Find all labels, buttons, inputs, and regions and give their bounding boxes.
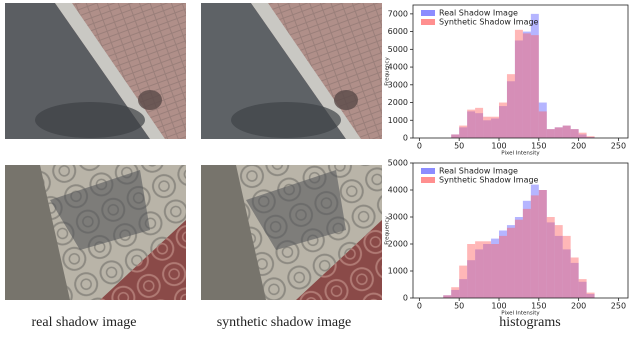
- caption: real shadow image: [32, 315, 137, 330]
- histogram-bar: [555, 127, 563, 138]
- y-tick-label: 0: [403, 134, 408, 143]
- y-axis-label: Frequency: [385, 216, 391, 245]
- histogram-bar: [467, 244, 475, 298]
- histogram-bar: [483, 117, 491, 138]
- histogram-bar: [523, 209, 531, 298]
- x-tick-label: 50: [454, 142, 464, 151]
- histogram-bar: [467, 110, 475, 138]
- histogram-bar: [523, 33, 531, 138]
- histogram-bar: [443, 295, 451, 298]
- y-axis-label: Frequency: [385, 57, 391, 86]
- x-tick-label: 50: [454, 302, 464, 311]
- histogram-bar: [547, 129, 555, 138]
- histogram-bar: [451, 287, 459, 298]
- y-tick-label: 4000: [388, 186, 408, 195]
- photo-synthetic-bottom: [201, 165, 382, 300]
- y-tick-label: 1000: [388, 116, 408, 125]
- histogram-bar: [515, 220, 523, 298]
- histogram-bar: [475, 241, 483, 298]
- histogram-bar: [483, 241, 491, 298]
- y-tick-label: 0: [403, 294, 408, 303]
- histogram-bar: [507, 228, 515, 298]
- x-tick-label: 150: [531, 302, 546, 311]
- histogram-bar: [579, 133, 587, 138]
- legend-swatch: [421, 10, 435, 16]
- histogram-bar: [539, 111, 547, 138]
- histogram-bar: [459, 126, 467, 138]
- histogram-bar: [579, 279, 587, 298]
- histogram-bar: [563, 236, 571, 298]
- legend-label: Synthetic Shadow Image: [439, 176, 539, 185]
- histogram-bar: [547, 217, 555, 298]
- y-tick-label: 2000: [388, 98, 408, 107]
- photo-real-top: [5, 3, 186, 139]
- histogram-bar: [499, 236, 507, 298]
- legend-label: Real Shadow Image: [439, 9, 518, 18]
- histogram-bar: [507, 74, 515, 138]
- histogram-bar: [531, 35, 539, 138]
- y-tick-label: 5000: [388, 45, 408, 54]
- histogram-bar: [491, 244, 499, 298]
- photo-real-bottom: [5, 165, 186, 300]
- legend-swatch: [421, 177, 435, 183]
- histogram-bar: [475, 108, 483, 138]
- histogram-bar: [587, 293, 595, 298]
- x-tick-label: 100: [491, 142, 506, 151]
- caption: synthetic shadow image: [217, 315, 352, 330]
- x-tick-label: 250: [611, 142, 626, 151]
- y-tick-label: 3000: [388, 213, 408, 222]
- x-axis-label: Pixel Intensity: [501, 311, 540, 317]
- histogram-bar: [571, 129, 579, 138]
- y-tick-label: 2000: [388, 240, 408, 249]
- x-tick-label: 200: [571, 302, 586, 311]
- legend-swatch: [421, 19, 435, 25]
- histogram-bar: [491, 117, 499, 138]
- x-tick-label: 200: [571, 142, 586, 151]
- x-tick-label: 100: [491, 302, 506, 311]
- x-tick-label: 0: [417, 302, 422, 311]
- y-tick-label: 4000: [388, 63, 408, 72]
- y-tick-label: 1000: [388, 267, 408, 276]
- caption: histograms: [499, 315, 560, 330]
- x-axis-label: Pixel Intensity: [501, 151, 540, 157]
- y-tick-label: 6000: [388, 27, 408, 36]
- y-tick-label: 5000: [388, 159, 408, 168]
- x-tick-label: 150: [531, 142, 546, 151]
- y-tick-label: 3000: [388, 80, 408, 89]
- histogram-bar: [571, 258, 579, 299]
- histogram-bar: [459, 266, 467, 298]
- histogram-bar: [451, 134, 459, 138]
- photo-synthetic-top: [201, 3, 382, 139]
- x-tick-label: 0: [417, 142, 422, 151]
- legend-swatch: [421, 168, 435, 174]
- legend-label: Synthetic Shadow Image: [439, 18, 539, 27]
- histogram-bar: [563, 126, 571, 138]
- y-tick-label: 7000: [388, 9, 408, 18]
- legend-label: Real Shadow Image: [439, 167, 518, 176]
- figure: real shadow image synthetic shadow image…: [0, 0, 633, 339]
- histogram-bar: [539, 190, 547, 298]
- histogram-bar: [499, 103, 507, 138]
- histogram-bar: [555, 225, 563, 298]
- histogram-bar: [531, 195, 539, 298]
- x-tick-label: 250: [611, 302, 626, 311]
- histogram-bar: [515, 30, 523, 138]
